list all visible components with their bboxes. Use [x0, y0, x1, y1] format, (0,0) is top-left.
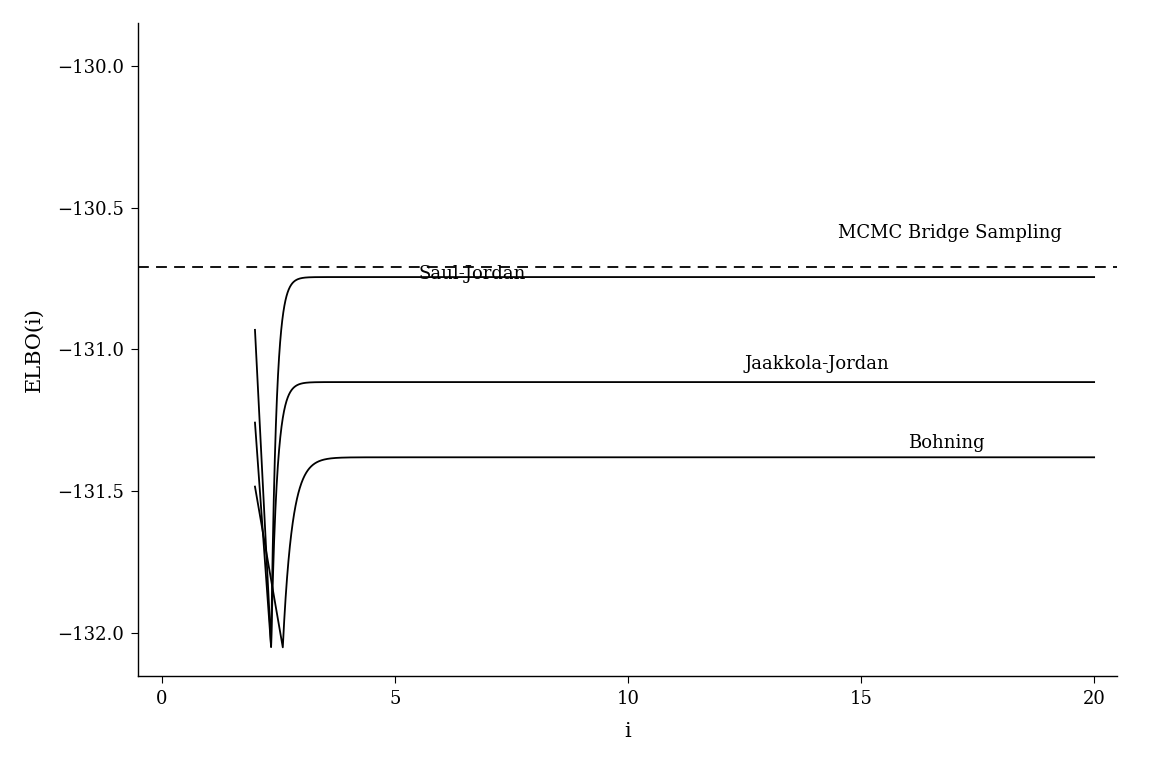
Text: Jaakkola-Jordan: Jaakkola-Jordan [744, 355, 889, 372]
Text: Bohning: Bohning [908, 434, 984, 452]
Text: Saul-Jordan: Saul-Jordan [418, 265, 525, 283]
Y-axis label: ELBO(i): ELBO(i) [24, 307, 44, 392]
X-axis label: i: i [624, 722, 631, 740]
Text: MCMC Bridge Sampling: MCMC Bridge Sampling [838, 223, 1061, 242]
